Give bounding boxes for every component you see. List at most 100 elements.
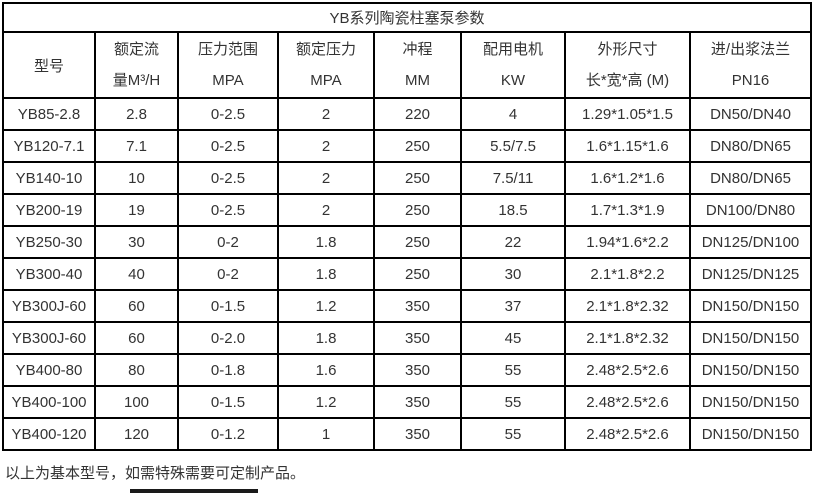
table-cell: 250 — [373, 257, 462, 291]
table-cell: 350 — [373, 321, 462, 355]
table-cell: DN80/DN65 — [688, 129, 813, 163]
table-row: YB300J-60 60 0-1.5 1.2 350 37 2.1*1.8*2.32 DN15… — [2, 289, 813, 323]
table-cell: 30 — [94, 225, 179, 259]
table-cell: 1.6*1.2*1.6 — [564, 161, 691, 195]
table-cell: 40 — [94, 257, 179, 291]
model-cell: YB300-40 — [2, 257, 96, 291]
pump-spec-table: YB系列陶瓷柱塞泵参数 型号 额定流 量M³/H 压力范围 MPA 额定压力 M… — [1, 2, 813, 451]
footer-note: 以上为基本型号，如需特殊需要可定制产品。 — [5, 465, 306, 482]
column-header-line2: MM — [405, 72, 430, 89]
table-cell: 1.8 — [277, 257, 375, 291]
column-header-pressure-range: 压力范围 MPA — [177, 31, 279, 99]
column-header-rated-flow: 额定流 量M³/H — [94, 31, 179, 99]
table-title-row: YB系列陶瓷柱塞泵参数 — [1, 2, 813, 33]
column-header-line1: 冲程 — [402, 41, 433, 58]
column-header-line1: 进/出浆法兰 — [710, 41, 791, 58]
column-header-line1: 额定压力 — [295, 41, 356, 58]
table-cell: 0-2.5 — [177, 97, 279, 131]
table-cell: 2.1*1.8*2.32 — [564, 289, 691, 323]
cropped-text-fragment — [130, 489, 258, 493]
table-cell: 2.48*2.5*2.6 — [564, 417, 691, 451]
table-cell: 0-2.5 — [177, 161, 279, 195]
table-cell: 350 — [373, 385, 462, 419]
model-cell: YB140-10 — [2, 161, 96, 195]
column-header-line1: 配用电机 — [482, 41, 543, 58]
column-header-line1: 外形尺寸 — [597, 41, 658, 58]
table-cell: DN125/DN100 — [688, 225, 813, 259]
table-cell: DN150/DN150 — [688, 321, 813, 355]
column-header-line1: 额定流 — [113, 41, 159, 58]
table-row: YB400-120 120 0-1.2 1 350 55 2.48*2.5*2.6 DN150… — [2, 417, 813, 451]
model-cell: YB400-80 — [2, 353, 96, 387]
table-cell: 0-1.5 — [177, 385, 279, 419]
table-title: YB系列陶瓷柱塞泵参数 — [1, 2, 813, 33]
table-cell: 60 — [94, 289, 179, 323]
model-cell: YB200-19 — [2, 193, 96, 227]
table-cell: 2 — [277, 129, 375, 163]
table-cell: 18.5 — [460, 193, 566, 227]
table-cell: 0-2 — [177, 257, 279, 291]
table-cell: 1.94*1.6*2.2 — [564, 225, 691, 259]
table-cell: 250 — [373, 193, 462, 227]
table-cell: 22 — [460, 225, 566, 259]
table-cell: DN125/DN125 — [688, 257, 813, 291]
column-header-line1: 压力范围 — [197, 41, 258, 58]
table-row: YB400-80 80 0-1.8 1.6 350 55 2.48*2.5*2.6 DN150… — [2, 353, 813, 387]
table-cell: 2 — [277, 161, 375, 195]
table-cell: 1.2 — [277, 289, 375, 323]
table-row: YB300-40 40 0-2 1.8 250 30 2.1*1.8*2.2 DN125/DN… — [2, 257, 813, 291]
table-cell: 1.6*1.15*1.6 — [564, 129, 691, 163]
table-row: YB120-7.1 7.1 0-2.5 2 250 5.5/7.5 1.6*1.15*1.6… — [2, 129, 813, 163]
table-cell: 1.2 — [277, 385, 375, 419]
table-cell: 2.48*2.5*2.6 — [564, 353, 691, 387]
table-cell: 60 — [94, 321, 179, 355]
table-row: YB250-30 30 0-2 1.8 250 22 1.94*1.6*2.2 DN125/D… — [2, 225, 813, 259]
table-cell: 1.29*1.05*1.5 — [564, 97, 691, 131]
table-cell: 2.8 — [94, 97, 179, 131]
table-cell: 0-2.0 — [177, 321, 279, 355]
model-cell: YB300J-60 — [2, 289, 96, 323]
table-cell: 2 — [277, 97, 375, 131]
column-header-motor: 配用电机 KW — [460, 31, 566, 99]
table-cell: 0-1.5 — [177, 289, 279, 323]
model-cell: YB300J-60 — [2, 321, 96, 355]
table-cell: 350 — [373, 353, 462, 387]
table-cell: 250 — [373, 129, 462, 163]
table-row: YB200-19 19 0-2.5 2 250 18.5 1.7*1.3*1.9 DN100/… — [2, 193, 813, 227]
table-cell: 10 — [94, 161, 179, 195]
table-cell: 37 — [460, 289, 566, 323]
column-header-model: 型号 — [2, 31, 96, 99]
table-head: YB系列陶瓷柱塞泵参数 型号 额定流 量M³/H 压力范围 MPA 额定压力 M… — [1, 2, 813, 99]
column-header-line2: KW — [500, 72, 526, 89]
table-cell: 0-2 — [177, 225, 279, 259]
table-row: YB300J-60 60 0-2.0 1.8 350 45 2.1*1.8*2.32 DN15… — [2, 321, 813, 355]
table-cell: 2.1*1.8*2.32 — [564, 321, 691, 355]
table-cell: 0-1.2 — [177, 417, 279, 451]
table-cell: 1 — [277, 417, 375, 451]
table-cell: 55 — [460, 353, 566, 387]
model-cell: YB400-120 — [2, 417, 96, 451]
column-header-line2: MPA — [212, 72, 244, 89]
table-cell: 0-2.5 — [177, 193, 279, 227]
table-cell: 1.8 — [277, 321, 375, 355]
model-cell: YB85-2.8 — [2, 97, 96, 131]
table-cell: 1.6 — [277, 353, 375, 387]
table-cell: 1.7*1.3*1.9 — [564, 193, 691, 227]
table-row: YB400-100 100 0-1.5 1.2 350 55 2.48*2.5*2.6 DN1… — [2, 385, 813, 419]
table-cell: 7.5/11 — [460, 161, 566, 195]
table-cell: 350 — [373, 417, 462, 451]
column-header-line2: MPA — [310, 72, 342, 89]
column-header-line2: 长*宽*高 (M) — [585, 72, 670, 89]
table-cell: 19 — [94, 193, 179, 227]
column-header-rated-pressure: 额定压力 MPA — [277, 31, 375, 99]
table-cell: DN50/DN40 — [688, 97, 813, 131]
table-cell: 80 — [94, 353, 179, 387]
model-cell: YB400-100 — [2, 385, 96, 419]
table-row: YB85-2.8 2.8 0-2.5 2 220 4 1.29*1.05*1.5 DN50/D… — [2, 97, 813, 131]
table-cell: 0-1.8 — [177, 353, 279, 387]
column-header-dimensions: 外形尺寸 长*宽*高 (M) — [564, 31, 691, 99]
table-cell: 250 — [373, 161, 462, 195]
table-cell: DN150/DN150 — [688, 353, 813, 387]
table-cell: DN100/DN80 — [688, 193, 813, 227]
table-cell: 45 — [460, 321, 566, 355]
